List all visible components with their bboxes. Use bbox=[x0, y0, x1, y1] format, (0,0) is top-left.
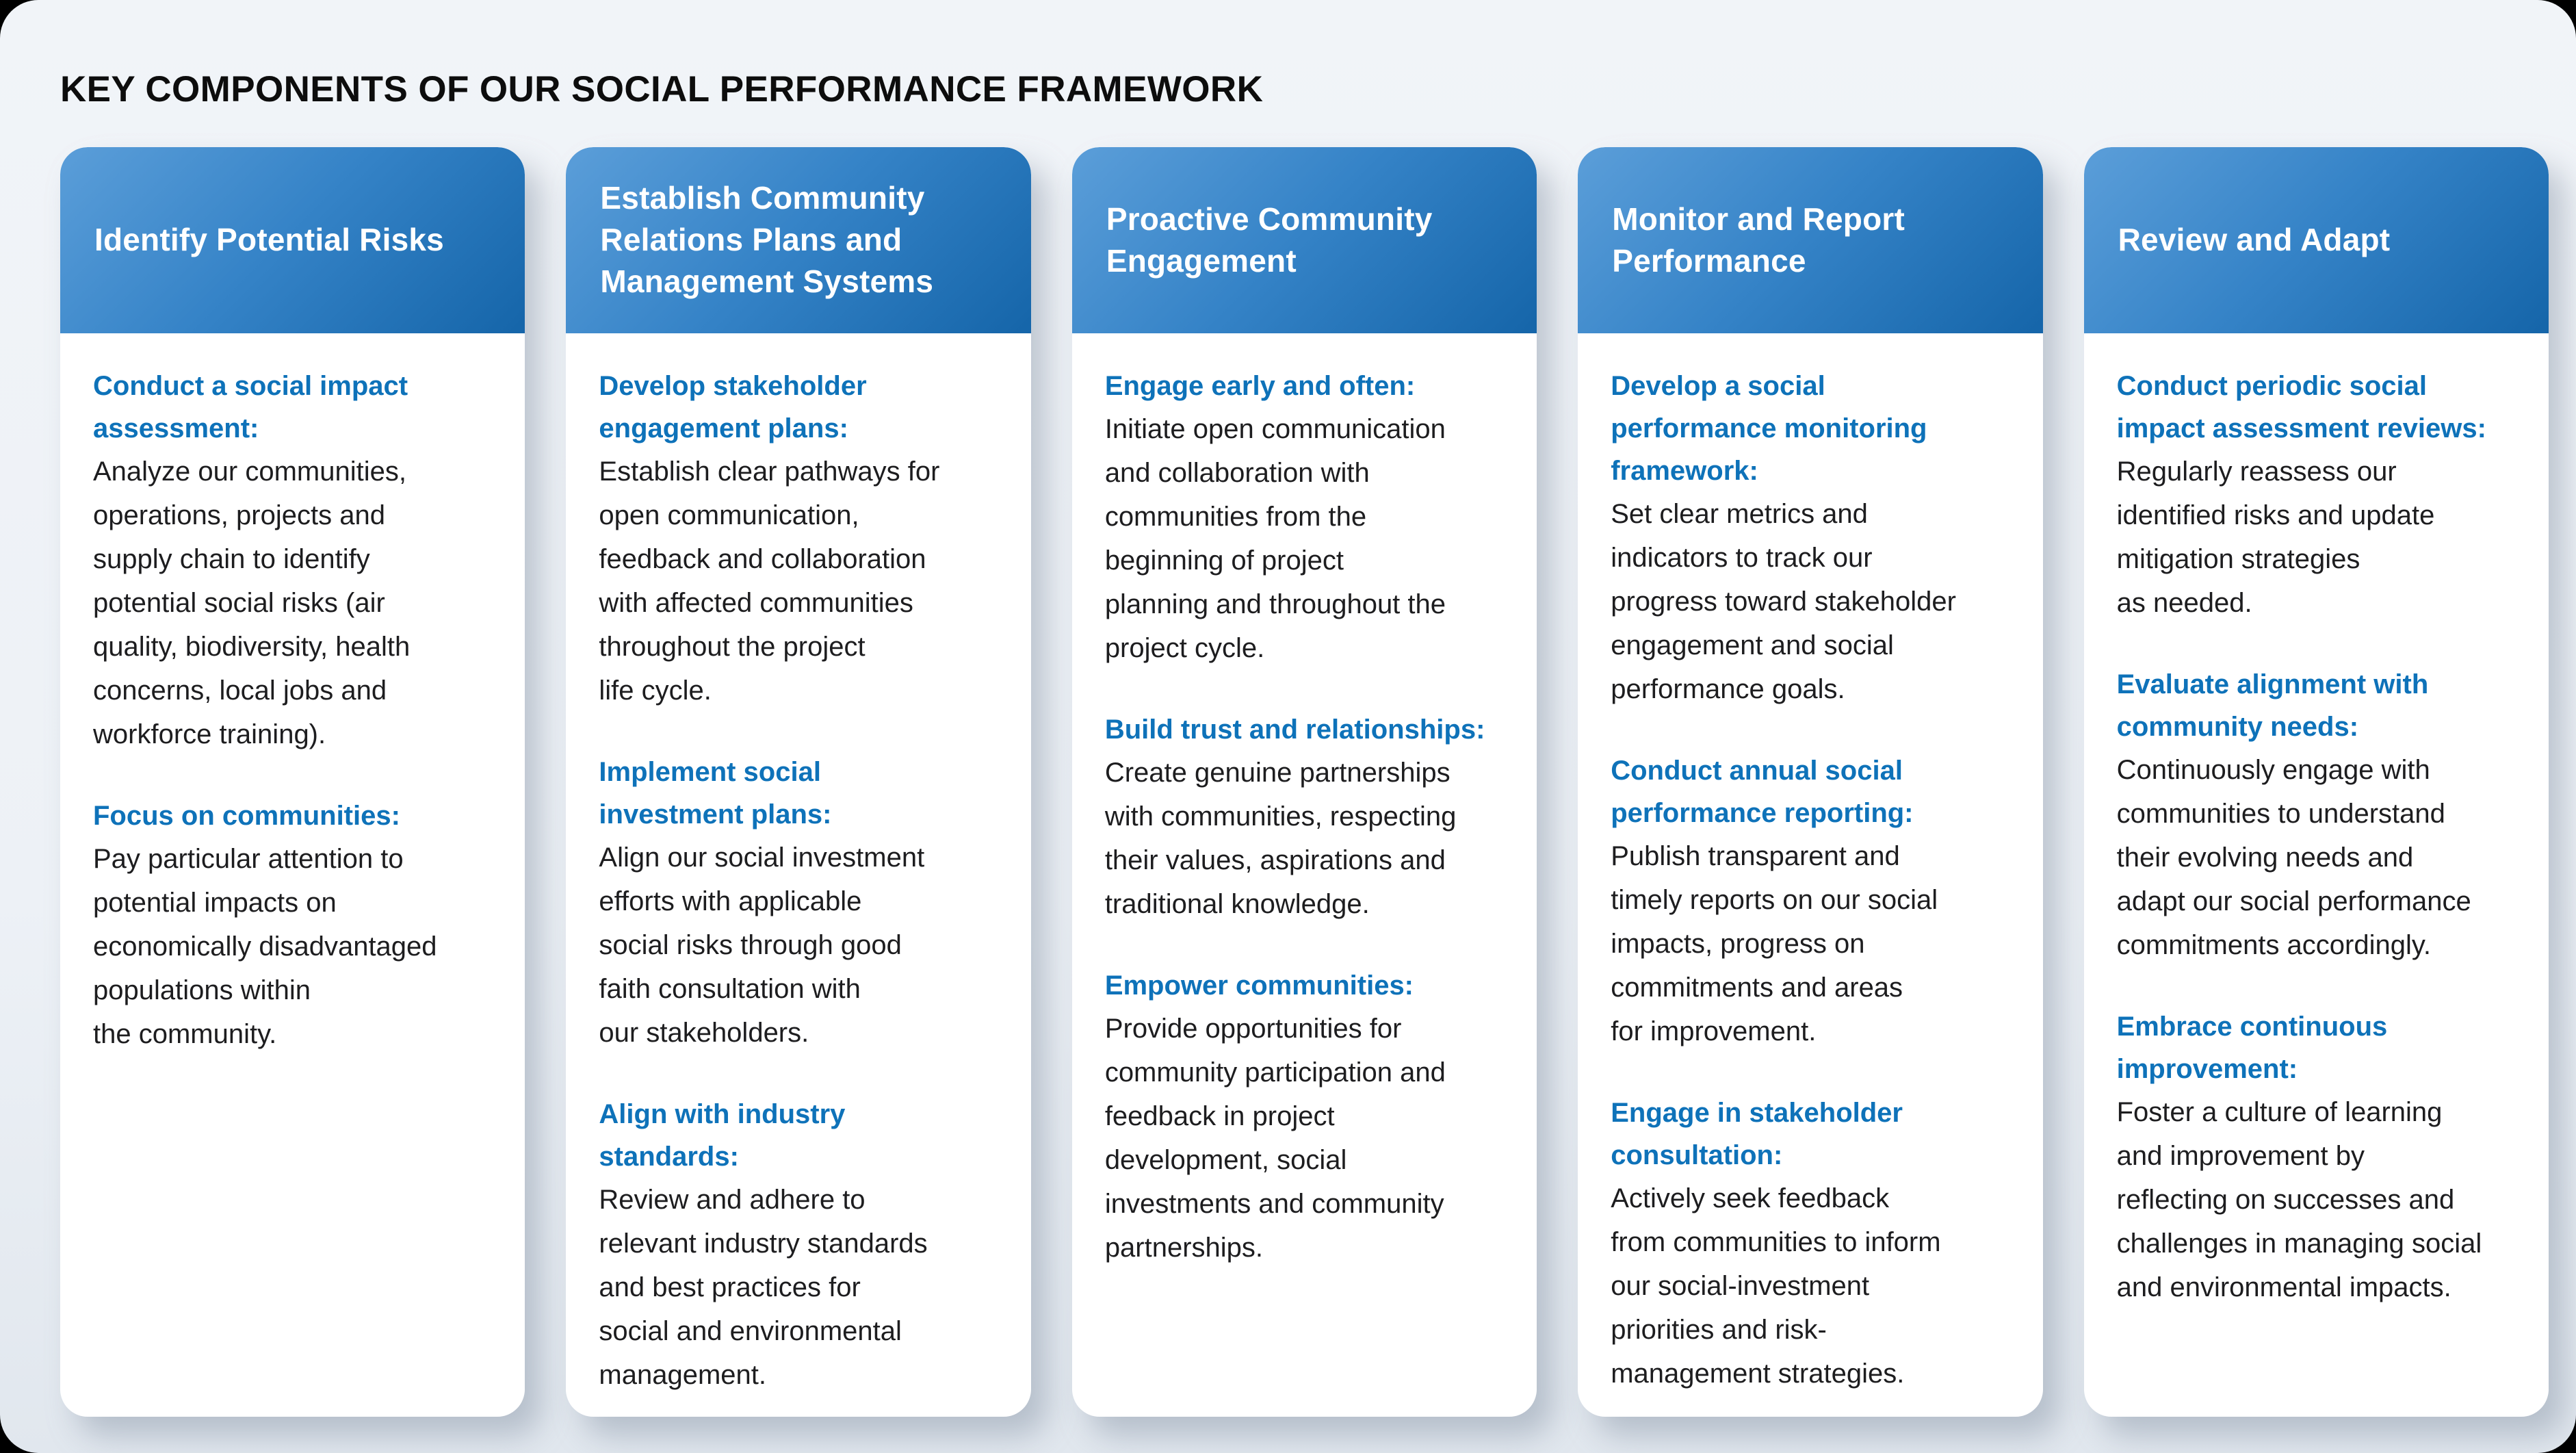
card-header: Identify Potential Risks bbox=[60, 146, 525, 333]
card-body: Conduct a social impact assessment: Analy… bbox=[60, 333, 525, 1094]
card-header-label: Review and Adapt bbox=[2118, 222, 2391, 258]
card-header: Review and Adapt bbox=[2083, 146, 2549, 333]
block-body: Foster a culture of learning and improve… bbox=[2116, 1096, 2482, 1302]
text-block: Evaluate alignment with community needs:… bbox=[2117, 663, 2516, 967]
block-body: Continuously engage with communities to … bbox=[2116, 754, 2471, 960]
card-proactive-community-engagement: Proactive Community Engagement Engage ea… bbox=[1071, 146, 1537, 1417]
block-heading: Empower communities: bbox=[1104, 970, 1414, 1001]
text-block: Implement social investment plans: Align … bbox=[599, 751, 998, 1055]
text-block: Empower communities: Provide opportunitie… bbox=[1105, 964, 1504, 1270]
block-heading: Implement social investment plans: bbox=[599, 756, 832, 830]
block-body: Pay particular attention to potential im… bbox=[93, 843, 437, 1049]
block-heading: Align with industry standards: bbox=[599, 1098, 846, 1172]
card-establish-community-relations: Establish Community Relations Plans and … bbox=[566, 146, 1031, 1417]
card-identify-potential-risks: Identify Potential Risks Conduct a socia… bbox=[60, 146, 525, 1417]
text-block: Conduct periodic social impact assessmen… bbox=[2117, 365, 2516, 625]
block-heading: Conduct periodic social impact assessmen… bbox=[2116, 370, 2486, 443]
text-block: Align with industry standards: Review and… bbox=[599, 1093, 998, 1397]
block-body: Regularly reassess our identified risks … bbox=[2116, 456, 2435, 618]
block-heading: Engage early and often: bbox=[1104, 370, 1416, 401]
block-body: Create genuine partnerships with communi… bbox=[1104, 757, 1457, 919]
block-heading: Focus on communities: bbox=[93, 800, 400, 831]
block-heading: Develop a social performance monitoring … bbox=[1611, 370, 1927, 486]
card-body: Develop a social performance monitoring … bbox=[1578, 333, 2042, 1417]
card-monitor-and-report-performance: Monitor and Report Performance Develop a… bbox=[1578, 146, 2043, 1417]
block-body: Publish transparent and timely reports o… bbox=[1611, 840, 1938, 1046]
card-header: Monitor and Report Performance bbox=[1578, 146, 2043, 333]
block-heading: Embrace continuous improvement: bbox=[2116, 1011, 2388, 1084]
block-heading: Evaluate alignment with community needs: bbox=[2116, 669, 2429, 742]
text-block: Conduct a social impact assessment: Analy… bbox=[93, 365, 492, 756]
text-block: Build trust and relationships: Create gen… bbox=[1105, 708, 1504, 926]
card-header-label: Proactive Community Engagement bbox=[1106, 201, 1433, 279]
card-body: Conduct periodic social impact assessmen… bbox=[2084, 333, 2549, 1348]
card-header: Proactive Community Engagement bbox=[1071, 146, 1537, 333]
block-heading: Conduct annual social performance report… bbox=[1611, 755, 1914, 828]
block-body: Analyze our communities, operations, pro… bbox=[93, 456, 411, 749]
block-heading: Conduct a social impact assessment: bbox=[93, 370, 408, 443]
block-body: Align our social investment efforts with… bbox=[599, 842, 925, 1048]
page-title: KEY COMPONENTS OF OUR SOCIAL PERFORMANCE… bbox=[60, 68, 1264, 110]
card-header-label: Monitor and Report Performance bbox=[1612, 201, 1905, 279]
card-body: Engage early and often: Initiate open com… bbox=[1072, 333, 1537, 1308]
cards-row: Identify Potential Risks Conduct a socia… bbox=[60, 146, 2549, 1417]
text-block: Embrace continuous improvement: Foster a … bbox=[2117, 1005, 2516, 1309]
card-review-and-adapt: Review and Adapt Conduct periodic social… bbox=[2083, 146, 2549, 1417]
text-block: Develop stakeholder engagement plans: Est… bbox=[599, 365, 998, 712]
card-body: Develop stakeholder engagement plans: Est… bbox=[566, 333, 1030, 1417]
text-block: Engage early and often: Initiate open com… bbox=[1105, 365, 1504, 670]
card-header: Establish Community Relations Plans and … bbox=[566, 146, 1031, 333]
text-block: Focus on communities: Pay particular atte… bbox=[93, 795, 492, 1056]
card-header-label: Establish Community Relations Plans and … bbox=[600, 180, 934, 299]
block-heading: Engage in stakeholder consultation: bbox=[1611, 1097, 1903, 1170]
block-body: Set clear metrics and indicators to trac… bbox=[1611, 498, 1956, 704]
block-body: Review and adhere to relevant industry s… bbox=[599, 1184, 928, 1390]
block-body: Provide opportunities for community part… bbox=[1104, 1013, 1446, 1263]
text-block: Engage in stakeholder consultation: Activ… bbox=[1611, 1092, 2009, 1396]
block-body: Establish clear pathways for open commun… bbox=[599, 456, 940, 706]
block-body: Initiate open communication and collabor… bbox=[1104, 413, 1446, 663]
block-heading: Develop stakeholder engagement plans: bbox=[599, 370, 867, 443]
card-header-label: Identify Potential Risks bbox=[94, 222, 444, 258]
text-block: Conduct annual social performance report… bbox=[1611, 749, 2009, 1053]
text-block: Develop a social performance monitoring … bbox=[1611, 365, 2009, 711]
block-body: Actively seek feedback from communities … bbox=[1611, 1183, 1941, 1389]
block-heading: Build trust and relationships: bbox=[1104, 714, 1485, 745]
